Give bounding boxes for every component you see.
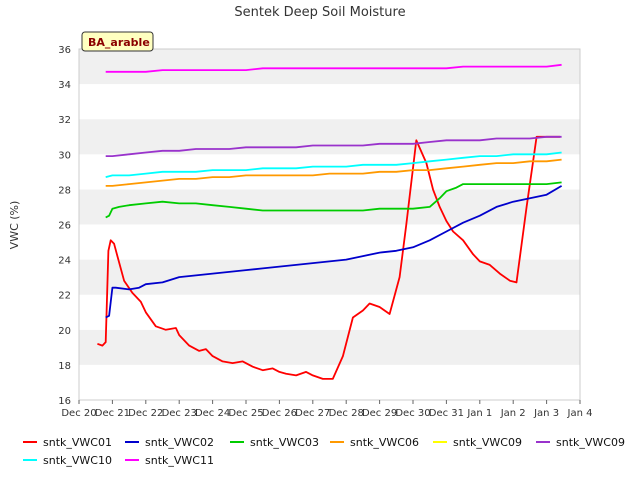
- y-tick-label: 18: [58, 361, 71, 372]
- plot-frame: [78, 48, 581, 401]
- grid-band: [79, 329, 580, 365]
- x-tick-label: Dec 23: [162, 408, 197, 419]
- legend-label: sntk_VWC11: [145, 454, 214, 467]
- x-tick-label: Dec 28: [329, 408, 364, 419]
- site-badge: BA_arable: [81, 31, 154, 52]
- y-tick-label: 24: [58, 256, 71, 267]
- y-tick-label: 26: [58, 221, 71, 232]
- series-line-sntk_vwc02: [105, 185, 563, 319]
- y-tick-label: 16: [58, 396, 71, 407]
- site-badge-label: BA_arable: [88, 36, 150, 49]
- series-line-sntk_vwc03: [105, 181, 562, 219]
- x-tick-label: Dec 31: [429, 408, 464, 419]
- x-tick-label: Dec 21: [95, 408, 130, 419]
- legend-label: sntk_VWC09: [556, 436, 625, 449]
- y-tick-label: 34: [58, 80, 71, 91]
- x-tick-label: Jan 2: [500, 408, 526, 419]
- grid-band: [79, 259, 580, 295]
- x-tick-label: Dec 27: [295, 408, 330, 419]
- x-tick-label: Jan 3: [533, 408, 559, 419]
- grid-band: [79, 119, 580, 155]
- x-tick-label: Dec 30: [395, 408, 430, 419]
- x-tick-label: Dec 26: [262, 408, 297, 419]
- y-tick-label: 32: [58, 115, 71, 126]
- grid-band: [79, 294, 580, 330]
- y-tick-label: 28: [58, 185, 71, 196]
- x-tick-label: Dec 24: [195, 408, 230, 419]
- y-axis: 16 18 20 22 24 26 28 30 32 34 36: [58, 45, 71, 407]
- y-tick-label: 36: [58, 45, 71, 56]
- x-tick-label: Dec 20: [61, 408, 96, 419]
- x-tick-label: Jan 4: [567, 408, 593, 419]
- x-tick-label: Jan 1: [466, 408, 492, 419]
- legend-label: sntk_VWC06: [350, 436, 419, 449]
- series-line-sntk_vwc10: [105, 151, 562, 178]
- legend-label: sntk_VWC10: [43, 454, 112, 467]
- y-tick-label: 20: [58, 326, 71, 337]
- legend: sntk_VWC01 sntk_VWC02 sntk_VWC03 sntk_VWC06…: [23, 436, 625, 467]
- plot-background: [78, 48, 581, 401]
- grid-band: [79, 224, 580, 260]
- chart-title: Sentek Deep Soil Moisture: [234, 5, 405, 20]
- x-tick-label: Dec 25: [228, 408, 263, 419]
- grid-band: [79, 189, 580, 225]
- series-lines: [97, 63, 563, 380]
- legend-label: sntk_VWC09: [453, 436, 522, 449]
- x-tick-label: Dec 29: [362, 408, 397, 419]
- legend-label: sntk_VWC03: [250, 436, 319, 449]
- y-tick-label: 30: [58, 150, 71, 161]
- series-line-sntk_vwc11: [105, 63, 562, 73]
- legend-label: sntk_VWC02: [145, 436, 214, 449]
- y-tick-label: 22: [58, 291, 71, 302]
- y-axis-label: VWC (%): [8, 201, 21, 250]
- legend-label: sntk_VWC01: [43, 436, 112, 449]
- x-tick-label: Dec 22: [128, 408, 163, 419]
- series-line-sntk_vwc06: [105, 158, 562, 187]
- grid-band: [79, 364, 580, 400]
- series-line-sntk_vwc01: [97, 135, 560, 380]
- grid-band: [79, 84, 580, 120]
- series-line-sntk_vwc09: [105, 135, 562, 158]
